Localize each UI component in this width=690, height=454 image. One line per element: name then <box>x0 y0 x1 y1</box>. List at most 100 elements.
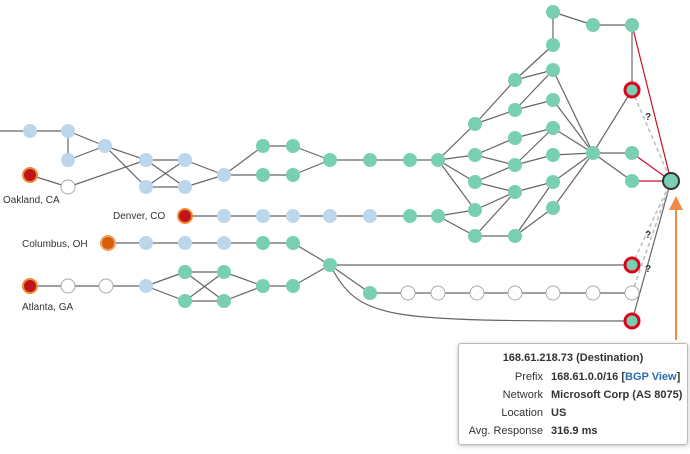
node <box>403 209 417 223</box>
edge <box>592 89 633 154</box>
node <box>403 153 417 167</box>
node <box>468 203 482 217</box>
error-node <box>623 81 641 99</box>
node <box>139 180 153 194</box>
edge <box>292 242 331 266</box>
node <box>625 146 639 160</box>
source-node <box>22 278 38 294</box>
node <box>256 209 270 223</box>
error-node <box>623 312 641 330</box>
node <box>286 139 300 153</box>
node <box>60 278 76 294</box>
edge <box>631 180 672 322</box>
edge <box>474 191 516 237</box>
key: Prefix <box>514 371 543 383</box>
unknown-edge <box>631 180 672 294</box>
node <box>508 185 522 199</box>
edge <box>145 159 186 188</box>
source-label: Columbus, OH <box>22 239 88 250</box>
unknown-mark: ? <box>645 112 651 123</box>
node <box>256 168 270 182</box>
value: 316.9 ms <box>551 425 598 437</box>
node <box>217 294 231 308</box>
edge <box>329 264 371 294</box>
node <box>546 5 560 19</box>
edge <box>437 123 476 161</box>
node <box>508 131 522 145</box>
node <box>363 153 377 167</box>
node <box>508 229 522 243</box>
node <box>508 158 522 172</box>
unknown-edge <box>631 89 672 182</box>
node <box>363 209 377 223</box>
node <box>625 174 639 188</box>
edge <box>67 159 147 188</box>
edge <box>292 264 331 287</box>
edge <box>474 191 516 211</box>
node <box>217 168 231 182</box>
edge <box>437 215 476 237</box>
node <box>286 168 300 182</box>
tooltip-row: Avg. Response 316.9 ms <box>459 422 687 440</box>
unknown-edge <box>631 180 672 266</box>
node <box>469 285 485 301</box>
node <box>585 285 601 301</box>
tooltip-row: Network Microsoft Corp (AS 8075) <box>459 386 687 404</box>
node <box>323 258 337 272</box>
edge <box>437 159 476 211</box>
edge <box>592 152 633 182</box>
edge <box>474 109 516 125</box>
edge-to-destination <box>631 24 672 182</box>
node <box>98 278 114 294</box>
node <box>431 153 445 167</box>
source-node <box>177 208 193 224</box>
edge <box>514 69 554 111</box>
edge <box>329 264 633 322</box>
node <box>400 285 416 301</box>
edge <box>514 44 554 81</box>
node <box>468 175 482 189</box>
node <box>286 209 300 223</box>
value: ] <box>676 371 681 383</box>
edge <box>552 99 594 154</box>
node <box>217 209 231 223</box>
node <box>23 124 37 138</box>
value: US <box>551 407 567 419</box>
edge <box>552 152 594 209</box>
node <box>323 209 337 223</box>
value: 168.61.0.0/16 [ <box>551 371 626 383</box>
node <box>545 285 561 301</box>
edge <box>474 137 516 156</box>
node <box>178 236 192 250</box>
node <box>61 153 75 167</box>
node <box>217 236 231 250</box>
node <box>178 265 192 279</box>
node <box>507 285 523 301</box>
value: 168.61.0.0/16 [BGP View] <box>551 368 680 386</box>
node <box>546 175 560 189</box>
node <box>286 279 300 293</box>
node <box>468 148 482 162</box>
node <box>98 139 112 153</box>
node <box>546 93 560 107</box>
node <box>61 124 75 138</box>
edge <box>474 79 516 125</box>
node <box>139 236 153 250</box>
edge <box>552 11 594 26</box>
node <box>546 63 560 77</box>
node <box>546 121 560 135</box>
node <box>546 38 560 52</box>
bgp-link[interactable]: BGP View <box>625 371 677 383</box>
node <box>625 18 639 32</box>
source-node <box>22 167 38 183</box>
node <box>286 236 300 250</box>
node <box>586 146 600 160</box>
edge <box>514 127 554 166</box>
key: Location <box>501 407 543 419</box>
unknown-mark: ? <box>645 230 651 241</box>
node <box>431 209 445 223</box>
node <box>139 153 153 167</box>
edge <box>514 207 554 237</box>
